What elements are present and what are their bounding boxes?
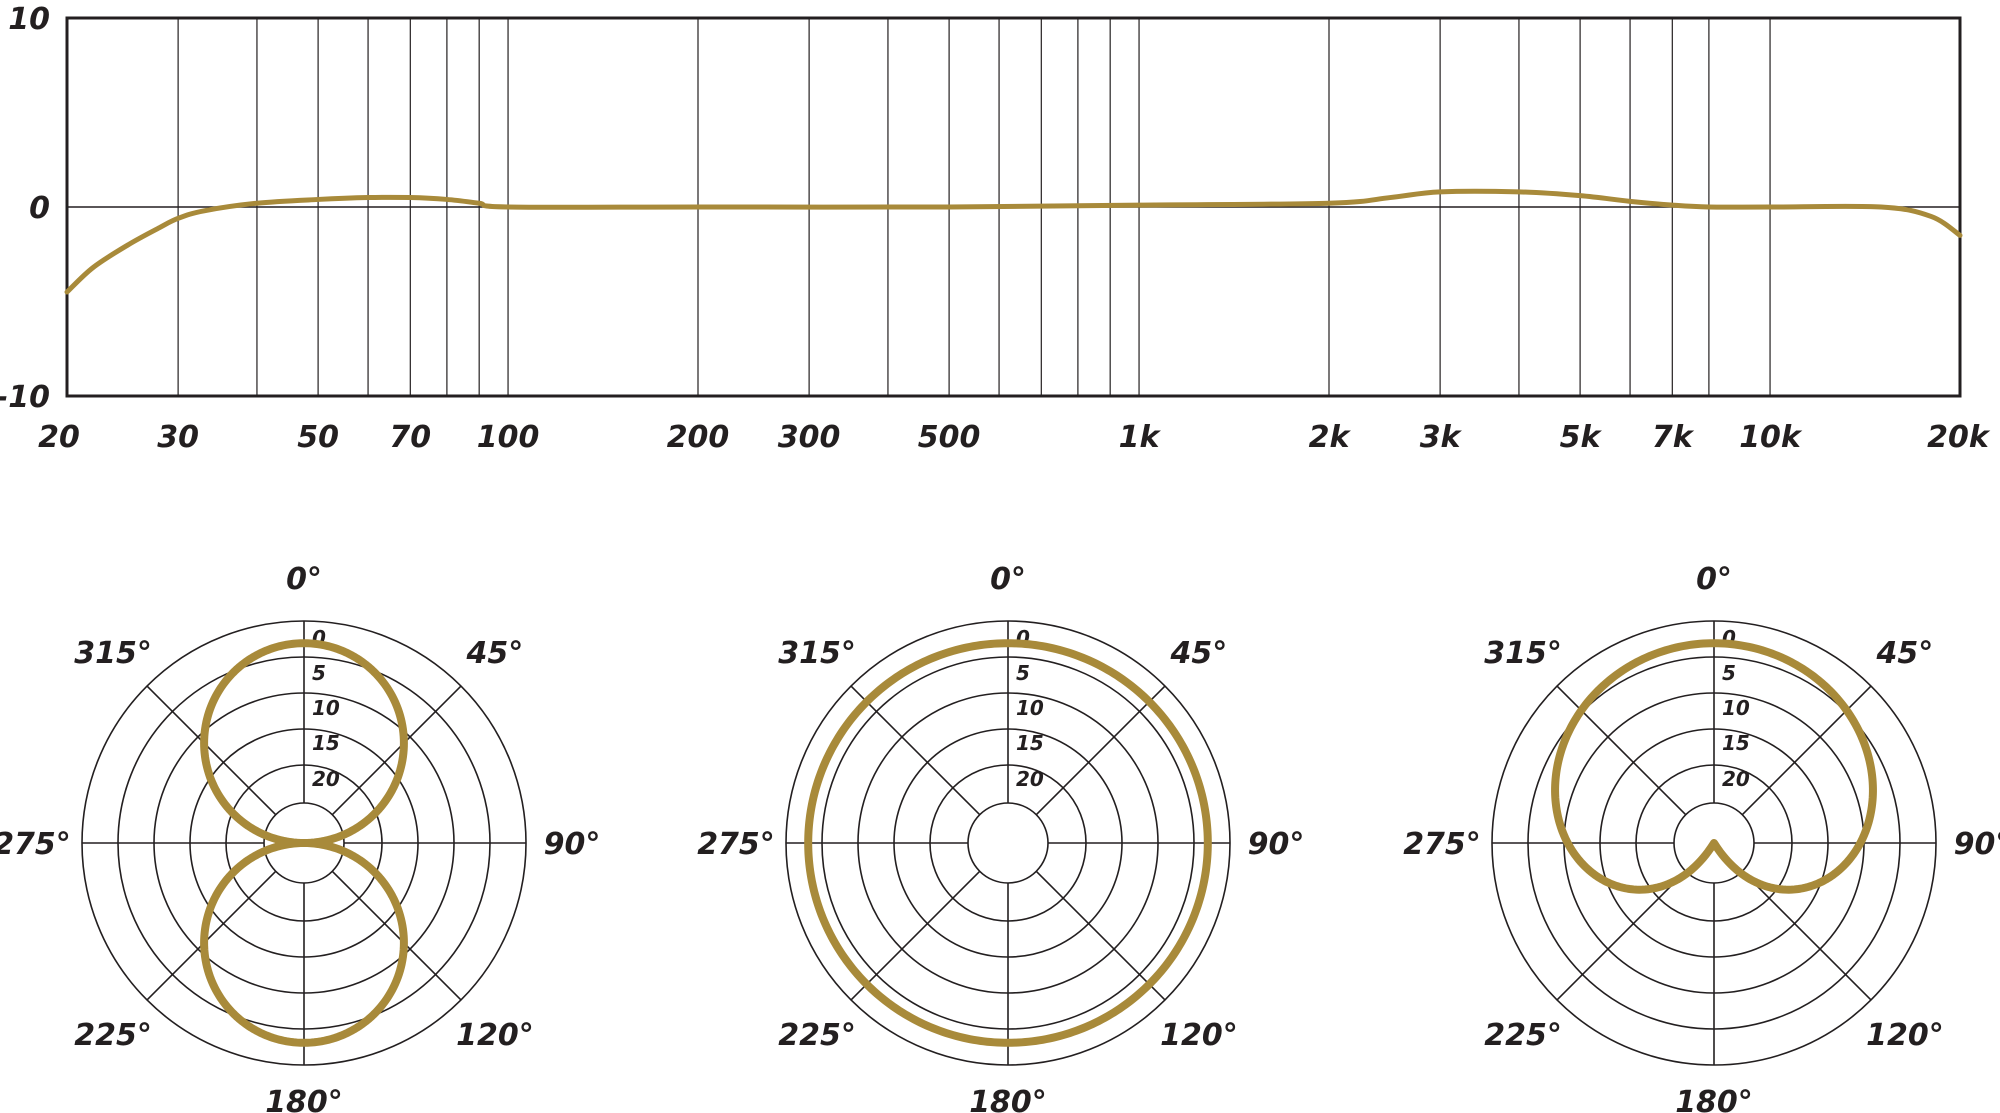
response-curve bbox=[64, 188, 1963, 295]
ring-label: 10 bbox=[312, 696, 340, 720]
polar-spoke bbox=[1741, 870, 1872, 1001]
angle-label: 225° bbox=[1484, 1018, 1562, 1053]
x-tick-label: 1k bbox=[1119, 420, 1162, 455]
angle-label: 0° bbox=[286, 562, 322, 597]
angle-label: 0° bbox=[990, 562, 1026, 597]
polar-spoke bbox=[1556, 870, 1687, 1001]
ring-label: 10 bbox=[1722, 696, 1750, 720]
angle-label: 275° bbox=[0, 827, 71, 862]
polar-spoke bbox=[850, 870, 981, 1001]
polar-spoke bbox=[850, 685, 981, 816]
angle-label: 45° bbox=[1876, 636, 1934, 671]
x-tick-label: 2k bbox=[1309, 420, 1352, 455]
ring-label: 15 bbox=[312, 731, 340, 755]
angle-label: 90° bbox=[1954, 827, 2000, 862]
angle-label: 0° bbox=[1696, 562, 1732, 597]
y-tick-label: 0 bbox=[29, 191, 50, 226]
angle-label: 120° bbox=[1866, 1018, 1944, 1053]
x-tick-label: 7k bbox=[1652, 420, 1695, 455]
polar-pattern-curve bbox=[804, 639, 1212, 1047]
angle-label: 90° bbox=[1248, 827, 1305, 862]
plot-frame bbox=[65, 16, 1962, 398]
angle-label: 120° bbox=[1160, 1018, 1238, 1053]
angle-label: 315° bbox=[778, 636, 856, 671]
angle-label: 275° bbox=[697, 827, 775, 862]
x-tick-label: 300 bbox=[778, 420, 841, 455]
polar-spoke bbox=[1556, 685, 1687, 816]
ring-label: 5 bbox=[1016, 661, 1030, 685]
angle-label: 275° bbox=[1403, 827, 1481, 862]
angle-label: 180° bbox=[1675, 1085, 1753, 1113]
ring-label: 5 bbox=[312, 661, 326, 685]
x-tick-label: 50 bbox=[297, 420, 339, 455]
ring-label: 15 bbox=[1016, 731, 1044, 755]
angle-label: 225° bbox=[74, 1018, 152, 1053]
x-tick-label: 5k bbox=[1560, 420, 1603, 455]
polar-spoke bbox=[1035, 870, 1166, 1001]
ring-label: 15 bbox=[1722, 731, 1750, 755]
x-tick-label: 30 bbox=[157, 420, 199, 455]
angle-label: 120° bbox=[456, 1018, 534, 1053]
x-tick-label: 500 bbox=[918, 420, 981, 455]
ring-label: 20 bbox=[1722, 767, 1750, 791]
x-tick-label: 20k bbox=[1927, 420, 1991, 455]
polar-spoke bbox=[146, 685, 277, 816]
angle-label: 45° bbox=[1170, 636, 1228, 671]
polar-spoke bbox=[331, 685, 462, 816]
angle-label: 225° bbox=[778, 1018, 856, 1053]
angle-label: 315° bbox=[74, 636, 152, 671]
polar-spoke bbox=[1741, 685, 1872, 816]
y-tick-label: -10 bbox=[0, 380, 50, 415]
angle-label: 90° bbox=[544, 827, 601, 862]
ring-label: 10 bbox=[1016, 696, 1044, 720]
polar-pattern-curve bbox=[200, 639, 408, 1047]
ring-label: 20 bbox=[1016, 767, 1044, 791]
ring-label: 5 bbox=[1722, 661, 1736, 685]
x-tick-label: 200 bbox=[667, 420, 730, 455]
y-tick-label: 10 bbox=[8, 2, 50, 37]
x-tick-label: 70 bbox=[389, 420, 431, 455]
polar-spoke bbox=[146, 870, 277, 1001]
angle-label: 45° bbox=[466, 636, 524, 671]
angle-label: 315° bbox=[1484, 636, 1562, 671]
ring-label: 20 bbox=[312, 767, 340, 791]
x-tick-label: 100 bbox=[477, 420, 540, 455]
x-tick-label: 20 bbox=[38, 420, 80, 455]
polar-ring bbox=[967, 802, 1049, 884]
angle-label: 180° bbox=[969, 1085, 1047, 1113]
polar-pattern-curve bbox=[1551, 639, 1877, 894]
angle-label: 180° bbox=[265, 1085, 343, 1113]
polar-spoke bbox=[331, 870, 462, 1001]
polar-spoke bbox=[1035, 685, 1166, 816]
x-tick-label: 3k bbox=[1420, 420, 1463, 455]
x-tick-label: 10k bbox=[1739, 420, 1803, 455]
